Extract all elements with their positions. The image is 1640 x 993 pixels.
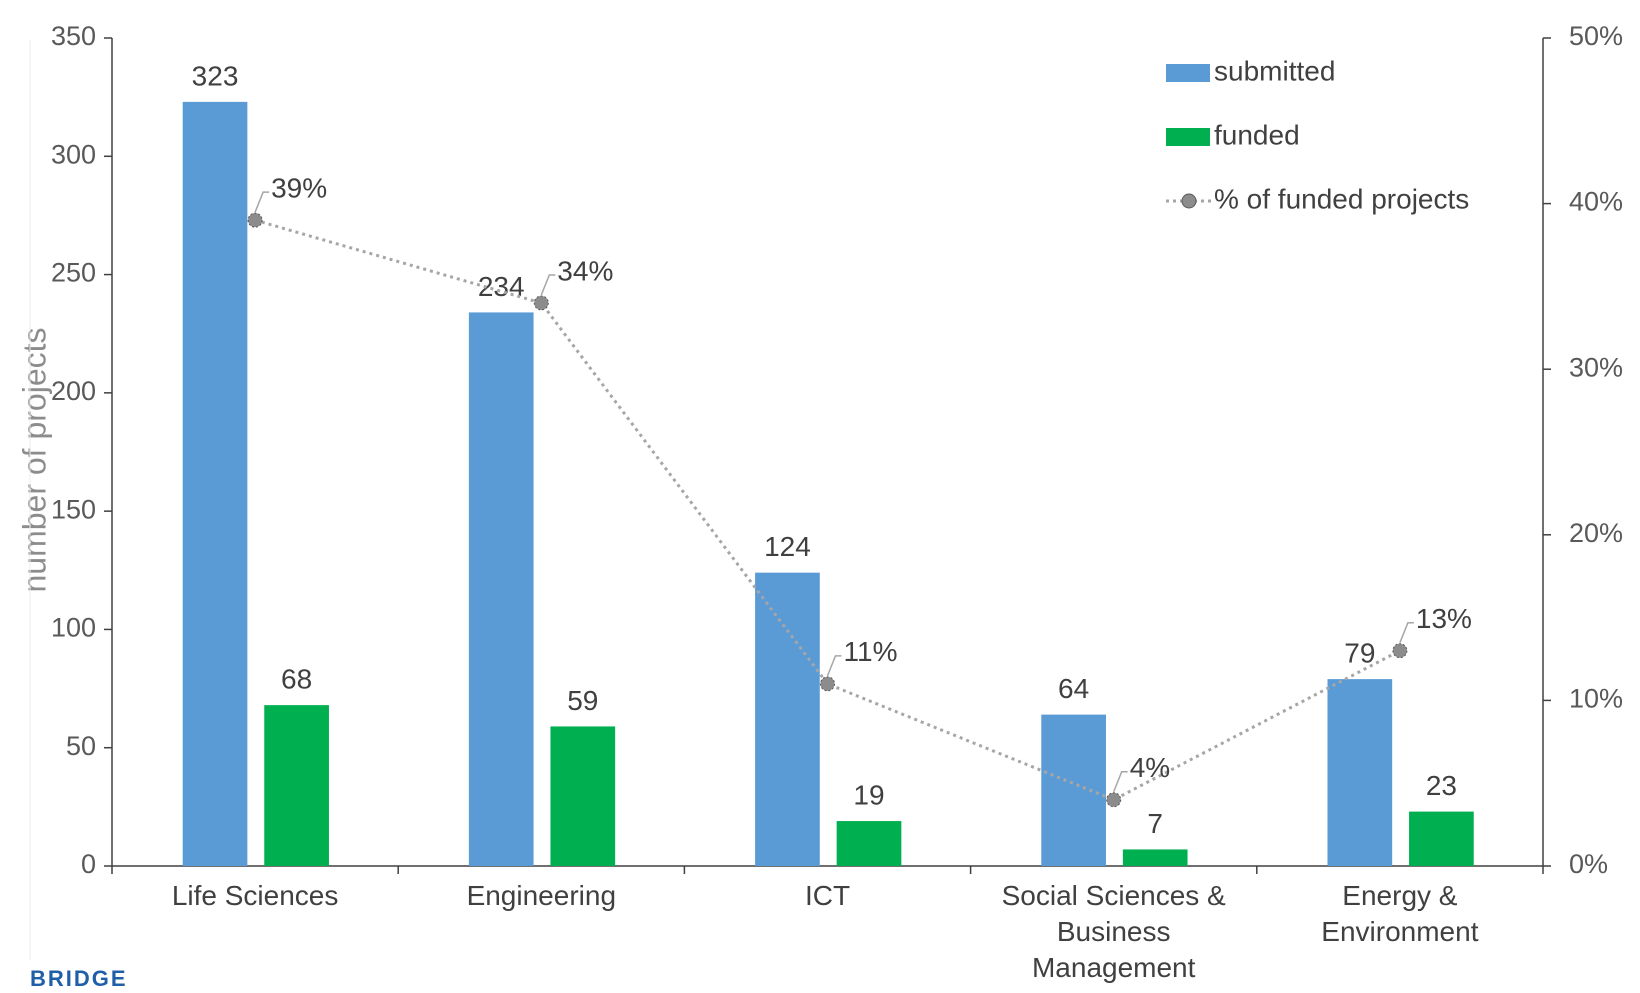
leader-line	[540, 274, 556, 296]
bar	[1409, 811, 1474, 866]
bar	[1327, 679, 1393, 866]
bar	[468, 312, 534, 866]
line-point	[533, 295, 549, 311]
y-tick-label: 100	[51, 613, 96, 643]
data-label: 34%	[557, 255, 613, 286]
leader-line	[826, 655, 842, 677]
data-label: 79	[1344, 637, 1375, 668]
y-tick-label: 350	[51, 21, 96, 51]
line-point	[820, 676, 835, 692]
data-label: 59	[567, 685, 598, 716]
leader-line	[254, 191, 270, 213]
legend-marker	[1181, 193, 1197, 209]
x-tick-label: Social Sciences & Business Management	[1001, 880, 1226, 983]
line-point	[247, 212, 263, 228]
y-tick-label: 200	[51, 376, 96, 406]
y2-tick-label: 20%	[1569, 518, 1623, 548]
data-label: 64	[1058, 673, 1089, 704]
y2-tick-label: 0%	[1569, 849, 1608, 879]
x-tick-label: Energy & Environment	[1321, 880, 1479, 947]
data-label: 323	[192, 60, 239, 91]
y2-tick-label: 10%	[1569, 684, 1623, 714]
y2-tick-label: 30%	[1569, 352, 1623, 382]
bar	[264, 705, 329, 866]
legend-label: funded	[1214, 119, 1300, 150]
y-tick-label: 150	[51, 494, 96, 524]
leader-line	[1113, 771, 1128, 793]
data-label: 124	[764, 531, 811, 562]
bar	[182, 101, 248, 867]
y-tick-label: 300	[51, 139, 96, 169]
data-label: 7	[1147, 808, 1163, 839]
y-tick-label: 50	[66, 731, 96, 761]
legend-swatch	[1166, 64, 1210, 82]
bar	[836, 821, 902, 866]
x-tick-label: Engineering	[466, 880, 617, 911]
legend-label: % of funded projects	[1214, 183, 1469, 214]
data-label: 13%	[1416, 603, 1472, 634]
bar	[755, 572, 820, 866]
data-label: 19	[853, 779, 884, 810]
data-label: 11%	[844, 636, 898, 667]
data-label: 4%	[1130, 752, 1170, 783]
y2-tick-label: 50%	[1569, 21, 1623, 51]
bar	[1122, 849, 1188, 866]
data-label: 39%	[271, 173, 327, 204]
y-tick-label: 250	[51, 258, 96, 288]
y-axis-label: number of projects	[16, 327, 52, 592]
legend-swatch	[1166, 128, 1210, 146]
legend-label: submitted	[1214, 55, 1335, 86]
logo: BRIDGE	[30, 966, 128, 991]
data-label: 23	[1426, 770, 1457, 801]
leader-line	[1399, 621, 1414, 643]
y2-tick-label: 40%	[1569, 187, 1623, 217]
line	[254, 218, 1401, 802]
x-tick-label: Life Sciences	[171, 880, 339, 911]
bar	[550, 726, 616, 866]
y-tick-label: 0	[81, 849, 96, 879]
line-point	[1106, 792, 1122, 808]
line-point	[1392, 643, 1408, 659]
data-label: 68	[281, 664, 312, 695]
bar	[1041, 714, 1106, 866]
x-tick-label: ICT	[804, 880, 851, 911]
